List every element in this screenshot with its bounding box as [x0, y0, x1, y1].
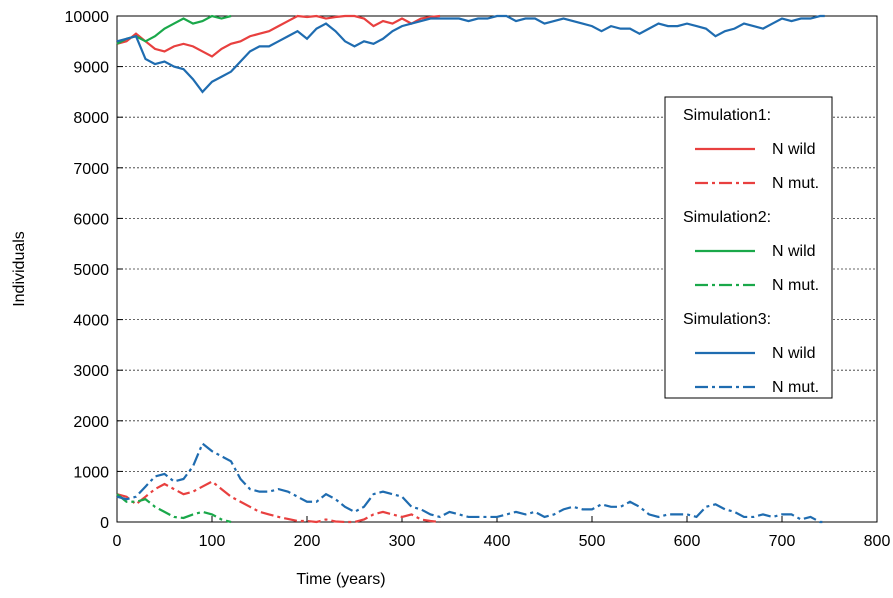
legend-label: N mut. [772, 277, 819, 294]
x-tick-label: 700 [769, 533, 796, 550]
x-tick-label: 600 [674, 533, 701, 550]
series-line [116, 14, 441, 58]
x-tick-label: 0 [113, 533, 122, 550]
legend-label: N wild [772, 243, 816, 260]
legend-group-title: Simulation2: [683, 209, 771, 226]
legend-label: N mut. [772, 379, 819, 396]
x-tick-label: 300 [389, 533, 416, 550]
y-tick-label: 10000 [65, 9, 110, 26]
y-tick-label: 1000 [73, 464, 109, 481]
y-tick-label: 4000 [73, 313, 109, 330]
series-line [116, 480, 441, 524]
series-line [116, 14, 232, 45]
y-tick-label: 5000 [73, 262, 109, 279]
legend-label: N wild [772, 141, 816, 158]
y-tick-label: 7000 [73, 161, 109, 178]
legend-box [664, 96, 833, 399]
y-tick-label: 8000 [73, 110, 109, 127]
legend-label: N mut. [772, 175, 819, 192]
y-tick-label: 6000 [73, 211, 109, 228]
series-line [116, 493, 232, 524]
y-tick-label: 2000 [73, 414, 109, 431]
y-tick-label: 3000 [73, 363, 109, 380]
y-axis-label: Individuals [11, 231, 28, 307]
legend-group-title: Simulation1: [683, 107, 771, 124]
x-tick-label: 500 [579, 533, 606, 550]
x-axis-label: Time (years) [296, 571, 385, 588]
series-line [116, 14, 825, 94]
x-tick-label: 200 [294, 533, 321, 550]
legend-label: N wild [772, 345, 816, 362]
legend-group-title: Simulation3: [683, 311, 771, 328]
series-line [116, 441, 825, 524]
x-tick-label: 100 [199, 533, 226, 550]
x-tick-label: 800 [864, 533, 891, 550]
y-tick-label: 9000 [73, 60, 109, 77]
y-tick-label: 0 [100, 515, 109, 532]
x-tick-label: 400 [484, 533, 511, 550]
